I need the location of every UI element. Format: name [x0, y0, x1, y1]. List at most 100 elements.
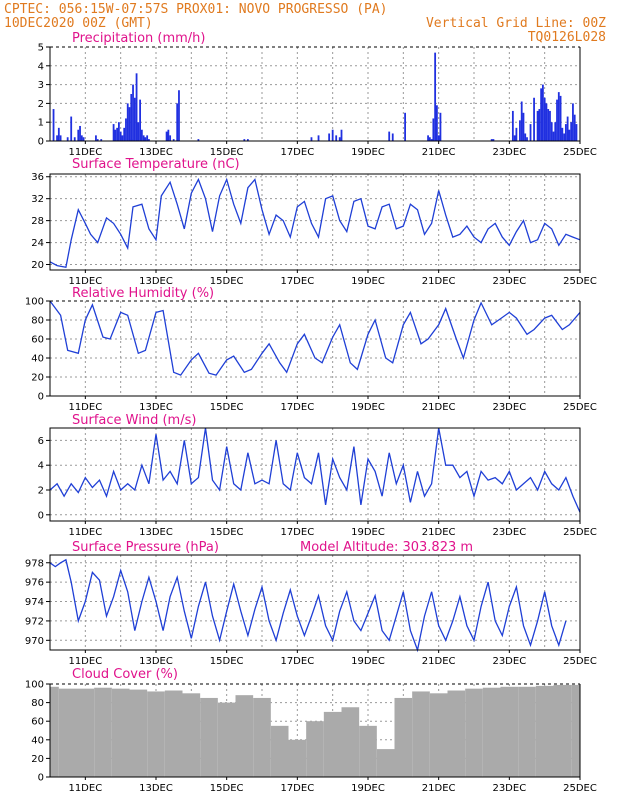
pressure-ytick-label: 972 — [25, 616, 44, 627]
pressure-ytick-label: 978 — [25, 558, 44, 569]
precip-bar — [246, 139, 249, 141]
wind-xtick-label: 11DEC — [68, 527, 102, 538]
wind-frame — [49, 427, 581, 522]
precip-bar — [552, 131, 555, 141]
temperature-ytick-label: 24 — [31, 238, 44, 249]
precip-bar — [439, 112, 442, 141]
cloud-title: Cloud Cover (%) — [72, 667, 178, 682]
precip-bar — [568, 129, 571, 141]
wind-xtick-label: 21DEC — [422, 527, 456, 538]
precip-bar — [169, 135, 172, 141]
precip-bar — [197, 139, 200, 141]
precip-bar — [545, 103, 548, 141]
cloud-bar — [129, 689, 148, 777]
temperature-xtick-label: 19DEC — [351, 276, 385, 287]
precip-bar — [335, 135, 338, 141]
precip-bar — [561, 127, 564, 141]
precip-bar — [391, 133, 394, 141]
precip-bar — [520, 101, 523, 141]
precip-bar — [121, 135, 124, 141]
cloud-xtick-label: 15DEC — [210, 783, 244, 794]
cloud-bar — [412, 691, 430, 777]
cloud-ytick-label: 40 — [31, 735, 44, 746]
cloud-xtick-label: 23DEC — [492, 783, 526, 794]
precip-bar — [77, 129, 80, 141]
cloud-ytick-label: 60 — [31, 717, 44, 728]
precip-bar — [142, 135, 145, 141]
pressure-xtick-label: 15DEC — [210, 656, 244, 667]
precip-xtick-label: 17DEC — [280, 147, 314, 158]
precip-bar — [140, 129, 143, 141]
humidity-xtick-label: 21DEC — [422, 402, 456, 413]
precip-bar — [543, 97, 546, 141]
cloud-bar — [147, 691, 165, 777]
precip-bar — [82, 137, 85, 141]
cloud-bar — [94, 687, 112, 777]
humidity-xtick-label: 23DEC — [492, 402, 526, 413]
wind-xtick-label: 19DEC — [351, 527, 385, 538]
humidity-ytick-label: 20 — [31, 373, 44, 384]
header-grid-note: Vertical Grid Line: 00Z — [426, 16, 606, 31]
precip-bar — [542, 84, 544, 141]
cloud-bar — [465, 688, 483, 777]
pressure-xtick-label: 17DEC — [280, 656, 314, 667]
precip-title: Precipitation (mm/h) — [72, 31, 205, 46]
precip-bar — [118, 122, 120, 141]
cloud-xtick-label: 21DEC — [422, 783, 456, 794]
precip-bar — [130, 94, 133, 141]
precip-bar — [56, 135, 58, 141]
pressure-annotation: Model Altitude: 303.823 m — [300, 540, 473, 555]
precip-bar — [549, 110, 551, 141]
wind-xtick-label: 25DEC — [563, 527, 597, 538]
cloud-xtick-label: 25DEC — [563, 783, 597, 794]
cloud-bar — [500, 686, 519, 777]
pressure-xtick-label: 21DEC — [422, 656, 456, 667]
pressure-xtick-label: 23DEC — [492, 656, 526, 667]
cloud-bar — [306, 721, 324, 777]
cloud-bar — [553, 684, 572, 777]
temperature-frame — [49, 173, 581, 271]
cloud-bar — [217, 702, 236, 777]
wind-series-line — [49, 427, 581, 513]
humidity-ytick-label: 40 — [31, 354, 44, 365]
precip-bar — [116, 127, 119, 141]
wind-xtick-label: 23DEC — [492, 527, 526, 538]
precip-bar — [172, 139, 175, 141]
precip-bar — [492, 139, 495, 141]
cloud-bar — [270, 725, 289, 777]
precip-bar — [331, 129, 334, 141]
precip-ytick-label: 2 — [38, 99, 44, 110]
cloud-bar — [359, 725, 377, 777]
precip-bar — [70, 116, 73, 141]
precip-bar — [317, 135, 320, 141]
precip-bar — [513, 135, 516, 141]
pressure-ytick-label: 976 — [25, 578, 44, 589]
humidity-ytick-label: 0 — [38, 392, 44, 403]
precip-bar — [490, 139, 493, 141]
cloud-bar — [253, 697, 271, 777]
temperature-xtick-label: 25DEC — [563, 276, 597, 287]
temperature-ytick-label: 32 — [31, 194, 44, 205]
humidity-series-line — [49, 300, 581, 376]
temperature-ytick-label: 28 — [31, 216, 44, 227]
precip-bar — [112, 124, 115, 141]
cloud-ytick-label: 100 — [25, 680, 44, 691]
header-date: 10DEC2020 00Z (GMT) — [4, 16, 153, 31]
temperature-xtick-label: 13DEC — [139, 276, 173, 287]
wind-ytick-label: 6 — [38, 436, 44, 447]
wind-panel: 0 2 4 6 11DEC 13DEC 15DEC 17DEC 19DEC 21DEC 23DEC 2… — [38, 427, 597, 538]
precip-bar — [570, 122, 573, 141]
precip-bar — [167, 129, 170, 141]
cloud-bar — [394, 697, 413, 777]
precip-xtick-label: 11DEC — [68, 147, 102, 158]
pressure-ytick-label: 974 — [25, 597, 44, 608]
humidity-title: Relative Humidity (%) — [72, 286, 214, 301]
precip-bar — [338, 137, 341, 141]
temperature-xtick-label: 11DEC — [68, 276, 102, 287]
pressure-ytick-label: 970 — [25, 636, 44, 647]
precip-bar — [536, 110, 539, 141]
cloud-xtick-label: 13DEC — [139, 783, 173, 794]
precip-bar — [437, 135, 440, 141]
precip-ytick-label: 1 — [38, 118, 44, 129]
cloud-bar — [200, 697, 218, 777]
